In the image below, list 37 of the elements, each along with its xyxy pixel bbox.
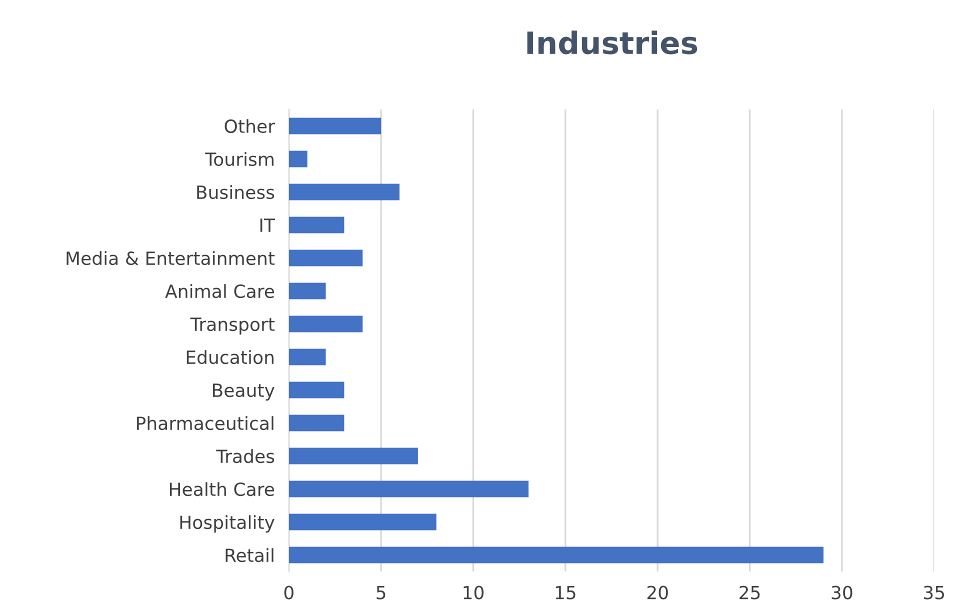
bar [288, 382, 344, 398]
y-tick-label: Hospitality [180, 515, 274, 533]
y-tick-label: Media & Entertainment [66, 251, 275, 266]
y-tick-label: Business [197, 185, 274, 200]
y-tick-label: Education [186, 350, 274, 364]
y-tick-label: Retail [226, 548, 274, 562]
y-tick-label: Transport [190, 318, 275, 335]
x-tick-label: 35 [924, 586, 944, 600]
y-tick-label: Tourism [205, 152, 274, 166]
x-tick-label: 5 [376, 586, 386, 600]
bar [288, 316, 363, 332]
bar [288, 250, 363, 266]
bar [288, 546, 824, 564]
bar [288, 448, 418, 464]
x-tick-label: 25 [740, 586, 760, 600]
bar [288, 216, 344, 234]
bar [288, 514, 436, 530]
y-tick-label: Trades [216, 449, 274, 464]
bar [288, 184, 400, 200]
y-tick-label: Other [224, 119, 276, 134]
x-tick-label: 20 [647, 586, 668, 600]
y-tick-label: Pharmaceutical [137, 416, 274, 430]
y-tick-label: Health Care [170, 482, 274, 496]
x-tick-label: 10 [464, 586, 484, 600]
y-tick-label: IT [260, 218, 276, 232]
y-tick-label: Animal Care [165, 284, 274, 298]
bar [288, 282, 326, 300]
bar [288, 348, 326, 366]
x-tick-label: 30 [832, 586, 852, 600]
bar [288, 150, 308, 168]
bar [288, 414, 344, 432]
bar [288, 118, 382, 134]
y-tick-label: Beauty [213, 384, 274, 401]
bar [288, 480, 529, 498]
x-tick-label: 15 [556, 586, 576, 600]
x-tick-label: 0 [284, 586, 294, 600]
chart-title: Industries [527, 30, 698, 54]
